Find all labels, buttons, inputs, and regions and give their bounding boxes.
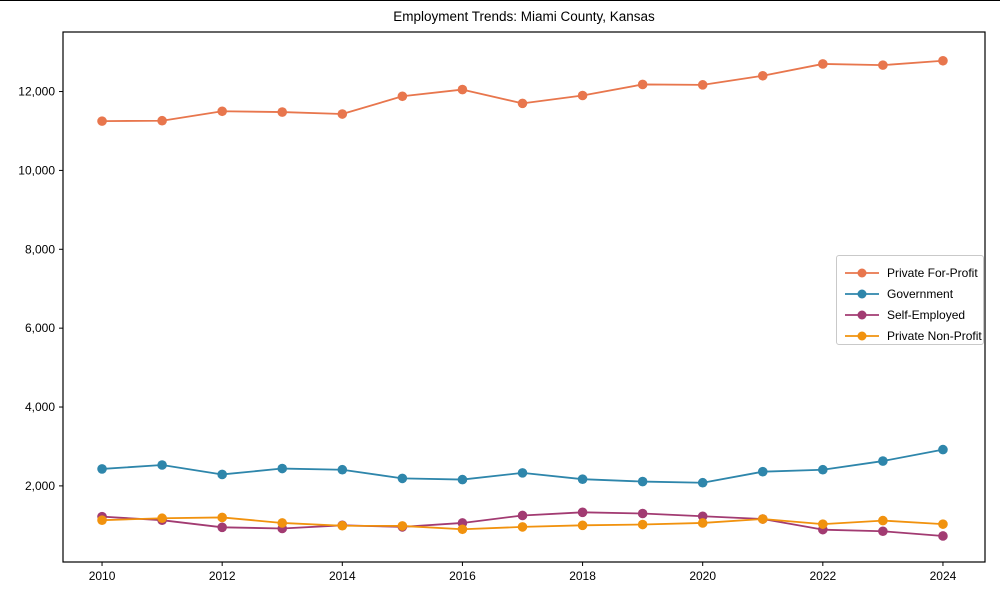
data-point-private-for-profit — [517, 98, 528, 109]
y-tick-label: 10,000 — [18, 163, 55, 177]
legend-item-government: Government — [844, 283, 983, 304]
data-point-private-for-profit — [818, 59, 828, 69]
legend-item-private-non-profit: Private Non-Profit — [844, 325, 983, 346]
data-point-private-non-profit — [397, 521, 408, 531]
y-tick-label: 6,000 — [25, 321, 55, 335]
data-point-private-for-profit — [337, 109, 348, 119]
data-point-self-employed — [217, 522, 227, 533]
data-point-government — [637, 476, 648, 487]
data-point-private-non-profit — [517, 522, 528, 532]
legend: Private For-Profit Government Self-Employe… — [836, 255, 984, 345]
legend-label-private-non-profit: Private Non-Profit — [887, 328, 982, 343]
chart-title: Employment Trends: Miami County, Kansas — [393, 9, 655, 24]
data-point-government — [277, 463, 288, 474]
data-point-private-non-profit — [337, 520, 348, 531]
plot-frame — [62, 31, 986, 563]
data-point-government — [217, 469, 227, 480]
data-point-private-for-profit — [157, 115, 167, 126]
x-tick-label: 2016 — [449, 569, 476, 583]
data-point-private-for-profit — [217, 106, 227, 117]
x-tick-label: 2014 — [329, 569, 356, 583]
data-point-self-employed — [697, 511, 708, 522]
data-point-private-for-profit — [938, 55, 948, 66]
data-point-private-non-profit — [757, 514, 768, 524]
data-point-private-non-profit — [457, 524, 468, 535]
data-point-government — [697, 477, 708, 488]
y-tick-label: 12,000 — [18, 85, 55, 99]
data-point-private-for-profit — [878, 60, 888, 70]
data-point-self-employed — [938, 531, 948, 541]
legend-label-self-employed: Self-Employed — [887, 307, 966, 322]
data-point-private-for-profit — [757, 70, 768, 81]
data-point-private-for-profit — [277, 107, 288, 117]
series-line-government — [101, 448, 944, 484]
data-point-self-employed — [577, 507, 588, 518]
data-point-private-for-profit — [457, 84, 468, 95]
x-tick-label: 2018 — [569, 569, 596, 583]
data-point-government — [818, 464, 828, 475]
data-point-government — [97, 464, 107, 474]
data-point-private-for-profit — [697, 80, 708, 90]
data-point-private-for-profit — [97, 116, 107, 126]
data-point-government — [757, 466, 768, 477]
data-point-private-non-profit — [637, 519, 648, 530]
x-tick-label: 2012 — [209, 569, 236, 583]
data-point-private-non-profit — [878, 515, 888, 526]
data-point-private-non-profit — [97, 515, 107, 525]
legend-marker-government — [845, 289, 879, 298]
data-point-private-non-profit — [697, 518, 708, 528]
series-line-private-for-profit — [102, 59, 944, 123]
data-point-self-employed — [637, 508, 648, 519]
data-point-private-for-profit — [397, 91, 408, 102]
legend-marker-private-for-profit — [845, 268, 879, 277]
data-point-self-employed — [517, 510, 528, 521]
x-tick-label: 2024 — [930, 569, 957, 583]
legend-marker-private-non-profit — [845, 331, 879, 340]
y-tick-label: 8,000 — [25, 242, 55, 256]
x-tick-label: 2022 — [809, 569, 836, 583]
data-point-private-non-profit — [217, 512, 227, 523]
data-point-government — [157, 460, 167, 470]
data-point-private-non-profit — [157, 513, 167, 524]
data-point-private-for-profit — [637, 79, 648, 90]
data-point-government — [457, 474, 468, 485]
x-tick-label: 2020 — [689, 569, 716, 583]
data-point-government — [878, 456, 888, 466]
legend-label-private-for-profit: Private For-Profit — [887, 265, 978, 280]
y-tick-label: 4,000 — [25, 400, 55, 414]
screenshot-top-border — [0, 0, 1000, 1]
data-point-government — [938, 444, 948, 455]
data-point-private-non-profit — [938, 519, 948, 529]
legend-marker-self-employed — [845, 310, 879, 319]
y-tick-label: 2,000 — [25, 479, 55, 493]
x-tick-label: 2010 — [89, 569, 116, 583]
data-point-private-non-profit — [577, 520, 588, 531]
legend-item-private-for-profit: Private For-Profit — [844, 262, 983, 283]
data-point-private-non-profit — [277, 518, 288, 528]
data-point-government — [517, 468, 528, 478]
legend-label-government: Government — [887, 286, 954, 301]
data-point-self-employed — [878, 526, 888, 537]
legend-item-self-employed: Self-Employed — [844, 304, 983, 325]
data-point-government — [397, 473, 408, 484]
data-point-private-non-profit — [818, 519, 828, 529]
data-point-government — [577, 474, 588, 484]
data-point-private-for-profit — [577, 90, 588, 101]
data-point-government — [337, 464, 348, 475]
